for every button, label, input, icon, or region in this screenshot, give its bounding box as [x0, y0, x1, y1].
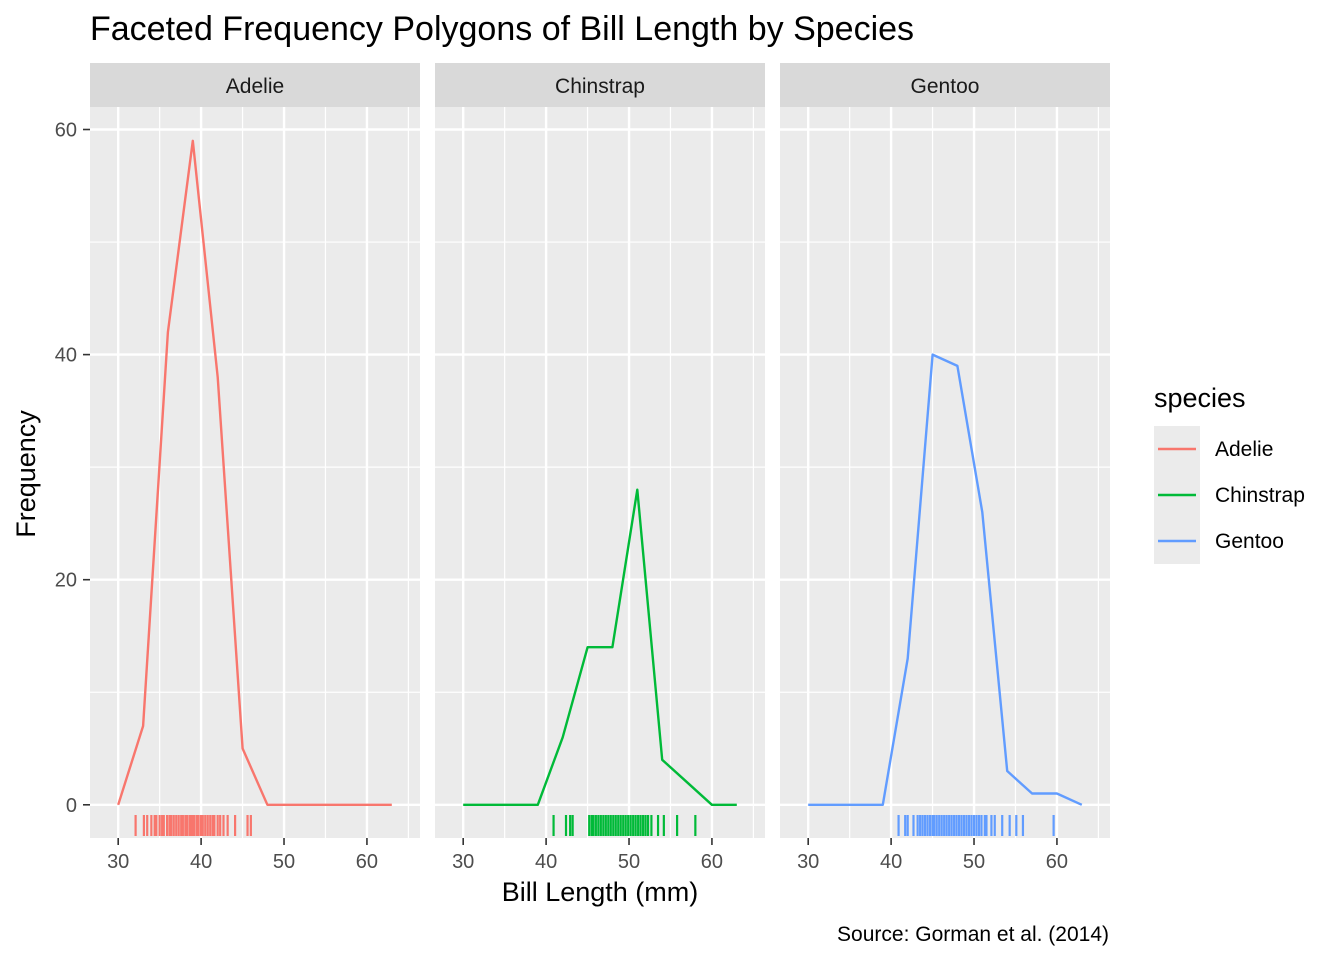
- x-tick-label: 60: [1046, 851, 1068, 873]
- x-tick-label: 40: [190, 851, 212, 873]
- facet-strip: [435, 63, 765, 107]
- x-tick-label: 30: [107, 851, 129, 873]
- y-tick-label: 40: [55, 345, 77, 367]
- x-tick-label: 40: [880, 851, 902, 873]
- x-tick-label: 50: [618, 851, 640, 873]
- x-tick-label: 40: [535, 851, 557, 873]
- x-axis-title: Bill Length (mm): [502, 877, 699, 907]
- facet-strip-label: Gentoo: [911, 75, 980, 98]
- y-tick-label: 60: [55, 120, 77, 142]
- frequency-polygon-line: [117, 139, 392, 806]
- frequency-polygon-line: [463, 488, 737, 806]
- x-tick-label: 30: [452, 851, 474, 873]
- facet-panel-chinstrap: Chinstrap 30 40 50 60: [435, 63, 765, 873]
- x-tick-label: 60: [701, 851, 723, 873]
- panel-background: [435, 107, 765, 838]
- facet-panels: Adelie 30 40 50 60 Chinstrap 30 40 50 60 Gentoo 30 4…: [90, 63, 1110, 873]
- x-tick-label: 50: [963, 851, 985, 873]
- panel-background: [780, 107, 1110, 838]
- x-tick-label: 30: [797, 851, 819, 873]
- y-tick-label: 0: [66, 795, 77, 817]
- panel-background: [90, 107, 420, 838]
- frequency-polygon-line: [808, 353, 1083, 806]
- legend: Adelie Chinstrap Gentoo: [1154, 426, 1305, 564]
- facet-strip-label: Chinstrap: [555, 75, 645, 98]
- y-axis-title: Frequency: [11, 410, 41, 538]
- facet-strip: [90, 63, 420, 107]
- legend-entry-label: Chinstrap: [1215, 484, 1305, 507]
- legend-title: species: [1154, 383, 1246, 413]
- facet-panel-adelie: Adelie 30 40 50 60: [90, 63, 420, 873]
- y-axis: 0 20 40 60: [55, 120, 90, 817]
- chart-title: Faceted Frequency Polygons of Bill Lengt…: [90, 10, 914, 48]
- facet-strip-label: Adelie: [226, 75, 284, 98]
- legend-entry-label: Gentoo: [1215, 530, 1284, 553]
- legend-entry-label: Adelie: [1215, 438, 1273, 461]
- y-tick-label: 20: [55, 570, 77, 592]
- chart-caption: Source: Gorman et al. (2014): [837, 923, 1109, 946]
- x-tick-label: 60: [356, 851, 378, 873]
- x-tick-label: 50: [273, 851, 295, 873]
- facet-strip: [780, 63, 1110, 107]
- facet-panel-gentoo: Gentoo 30 40 50 60: [780, 63, 1110, 873]
